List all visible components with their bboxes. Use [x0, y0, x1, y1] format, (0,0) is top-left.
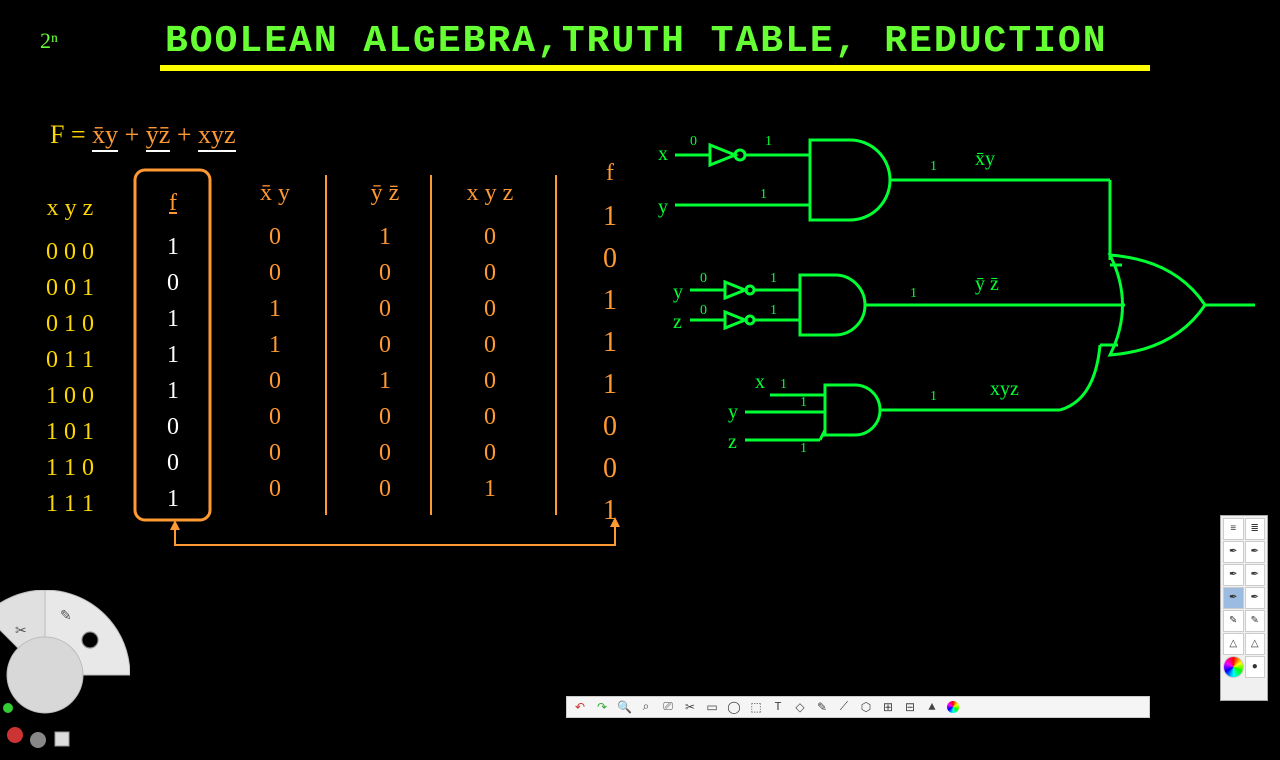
svg-text:0: 0 — [700, 271, 707, 286]
svg-text:z: z — [728, 431, 737, 453]
cut-icon[interactable]: ✂ — [683, 700, 697, 715]
radial-menu[interactable]: ✎ ✂ — [0, 590, 130, 760]
formula-prefix: F = — [50, 120, 92, 149]
col-c1: x̄ y 0 0 1 1 0 0 0 0 — [245, 175, 305, 507]
palette-item[interactable]: ≡ — [1223, 518, 1244, 540]
grid-icon[interactable]: ⊞ — [881, 700, 895, 715]
col-xyz: x y z 0 0 0 0 0 1 0 1 0 0 1 1 1 0 0 1 0 … — [30, 190, 110, 522]
side-palette[interactable]: ≡ ≣ ✒ ✒ ✒ ✒ ✒ ✒ ✎ ✎ △ △ ● — [1220, 515, 1268, 701]
palette-item[interactable]: ✒ — [1245, 564, 1266, 586]
shape-icon[interactable]: ⬡ — [859, 700, 873, 715]
svg-text:x: x — [755, 371, 765, 393]
col-c1-header: x̄ y — [245, 175, 305, 219]
palette-item[interactable]: △ — [1223, 633, 1244, 655]
circle-icon[interactable]: ◯ — [727, 700, 741, 715]
svg-text:x: x — [658, 143, 668, 165]
svg-text:1: 1 — [780, 377, 787, 392]
rect-icon[interactable]: ▭ — [705, 700, 719, 715]
palette-item[interactable]: ✒ — [1223, 564, 1244, 586]
palette-item[interactable]: ✒ — [1245, 541, 1266, 563]
crop-icon[interactable]: ⎚ — [661, 700, 675, 714]
col-c2: ȳ z̄ 1 0 0 0 1 0 0 0 — [355, 175, 415, 507]
svg-text:1: 1 — [800, 441, 807, 456]
formula-term1: x̄y — [92, 120, 118, 152]
col-f: f 1 0 1 1 1 0 0 1 — [148, 185, 198, 517]
line-icon[interactable]: ⟋ — [837, 700, 851, 714]
col-c2-header: ȳ z̄ — [355, 175, 415, 219]
svg-text:1: 1 — [765, 134, 772, 149]
palette-item[interactable]: ✒ — [1223, 587, 1244, 609]
formula-plus2: + — [177, 120, 198, 149]
fill-icon[interactable]: ▲ — [925, 700, 939, 714]
palette-item[interactable] — [1223, 656, 1244, 678]
svg-text:y: y — [658, 196, 668, 218]
pen-icon[interactable]: ✎ — [815, 700, 829, 715]
select-icon[interactable]: ⬚ — [749, 700, 763, 715]
svg-text:y: y — [728, 401, 738, 423]
redo-icon[interactable]: ↷ — [595, 700, 609, 715]
zoom-icon[interactable]: 🔍 — [617, 700, 631, 715]
bottom-toolbar[interactable]: ↶ ↷ 🔍 ⌕ ⎚ ✂ ▭ ◯ ⬚ T ◇ ✎ ⟋ ⬡ ⊞ ⊟ ▲ — [566, 696, 1150, 718]
svg-text:ȳ z̄: ȳ z̄ — [975, 273, 999, 295]
corner-formula: 2ⁿ — [40, 28, 58, 54]
col-xyz-header: x y z — [30, 190, 110, 234]
sep-2 — [430, 175, 432, 515]
svg-text:0: 0 — [700, 303, 707, 318]
undo-icon[interactable]: ↶ — [573, 700, 587, 715]
formula-term2: ȳz̄ — [146, 120, 171, 152]
svg-text:1: 1 — [770, 271, 777, 286]
svg-text:✂: ✂ — [15, 624, 27, 640]
formula-plus1: + — [125, 120, 146, 149]
palette-item[interactable]: ● — [1245, 656, 1266, 678]
boolean-formula: F = x̄y + ȳz̄ + xyz — [50, 120, 236, 150]
title-underline — [160, 65, 1150, 71]
svg-text:✎: ✎ — [60, 609, 72, 625]
svg-text:1: 1 — [770, 303, 777, 318]
col-fsum: f 1 0 1 1 1 0 0 1 — [590, 155, 630, 535]
svg-text:1: 1 — [910, 286, 917, 301]
col-f-header: f — [148, 185, 198, 229]
sep-1 — [325, 175, 327, 515]
grid2-icon[interactable]: ⊟ — [903, 700, 917, 715]
palette-item[interactable]: ✒ — [1223, 541, 1244, 563]
svg-text:x̄y: x̄y — [975, 148, 995, 170]
formula-term3: xyz — [198, 120, 236, 152]
palette-item[interactable]: ✒ — [1245, 587, 1266, 609]
col-fsum-header: f — [590, 155, 630, 199]
svg-text:xyz: xyz — [990, 378, 1019, 400]
svg-text:0: 0 — [690, 134, 697, 149]
palette-item[interactable]: ✎ — [1223, 610, 1244, 632]
svg-text:1: 1 — [930, 159, 937, 174]
palette-item[interactable]: ≣ — [1245, 518, 1266, 540]
eraser-icon[interactable]: ◇ — [793, 700, 807, 715]
palette-item[interactable]: △ — [1245, 633, 1266, 655]
svg-text:y: y — [673, 281, 683, 303]
svg-text:z: z — [673, 311, 682, 333]
palette-item[interactable]: ✎ — [1245, 610, 1266, 632]
svg-text:1: 1 — [930, 389, 937, 404]
color-icon[interactable] — [947, 701, 959, 713]
text-icon[interactable]: T — [771, 700, 785, 714]
sep-3 — [555, 175, 557, 515]
page-title: BOOLEAN ALGEBRA,TRUTH TABLE, REDUCTION — [165, 20, 1108, 63]
col-c3-header: x y z — [455, 175, 525, 219]
search-icon[interactable]: ⌕ — [639, 700, 653, 714]
svg-text:1: 1 — [760, 187, 767, 202]
col-c3: x y z 0 0 0 0 0 0 0 1 — [455, 175, 525, 507]
svg-text:1: 1 — [800, 395, 807, 410]
